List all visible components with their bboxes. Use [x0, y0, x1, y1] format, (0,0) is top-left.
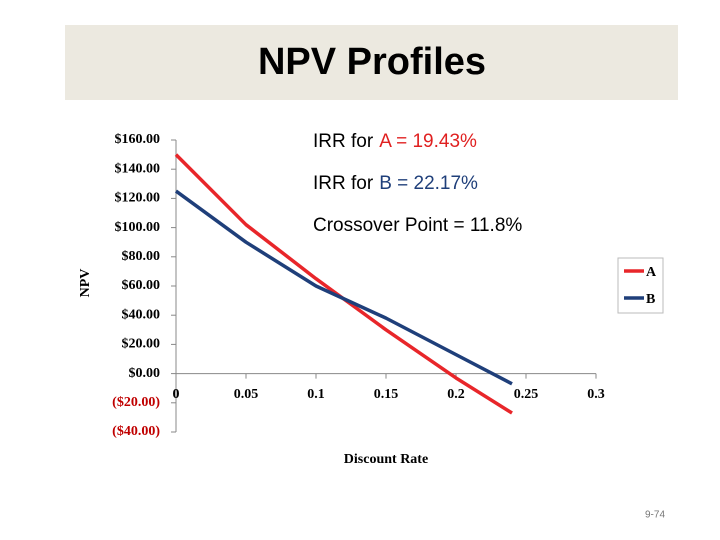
chart-title: NPV Profiles — [258, 41, 486, 83]
series-line — [174, 153, 513, 415]
y-tick-label: $160.00 — [115, 132, 161, 147]
y-tick-label: $140.00 — [115, 161, 161, 176]
x-tick-label: 0.25 — [514, 387, 539, 402]
x-tick-label: 0 — [173, 387, 180, 402]
annotation-highlight: B = 22.17% — [379, 173, 478, 194]
x-axis-label: Discount Rate — [344, 452, 428, 467]
x-tick-label: 0.15 — [374, 387, 399, 402]
x-tick-label: 0.1 — [307, 387, 325, 402]
annotation: IRR for A = 19.43% — [313, 131, 477, 152]
annotation-text: IRR for — [313, 131, 374, 152]
legend-box — [617, 257, 664, 314]
annotation-highlight: A = 19.43% — [379, 131, 477, 152]
title-band — [65, 25, 678, 100]
x-tick-label: 0.3 — [587, 387, 605, 402]
x-tick-label: 0.05 — [234, 387, 259, 402]
annotation: Crossover Point = 11.8% — [313, 215, 522, 236]
series-line — [174, 189, 513, 386]
y-tick-label: ($20.00) — [112, 395, 160, 410]
annotation-text: IRR for — [313, 173, 374, 194]
y-tick-label: $120.00 — [115, 191, 161, 206]
legend-label: A — [646, 265, 657, 280]
y-tick-label: $80.00 — [122, 249, 161, 264]
y-tick-label: $60.00 — [122, 278, 161, 293]
y-axis-label: NPV — [78, 269, 93, 298]
y-tick-label: $100.00 — [115, 220, 161, 235]
y-tick-label: ($40.00) — [112, 424, 160, 439]
y-tick-label: $0.00 — [129, 366, 161, 381]
legend-label: B — [646, 292, 655, 307]
y-tick-label: $40.00 — [122, 307, 161, 322]
page-number: 9-74 — [645, 510, 665, 521]
y-tick-label: $20.00 — [122, 337, 161, 352]
annotation-text: Crossover Point = 11.8% — [313, 215, 522, 236]
annotation: IRR for B = 22.17% — [313, 173, 478, 194]
x-tick-label: 0.2 — [447, 387, 465, 402]
